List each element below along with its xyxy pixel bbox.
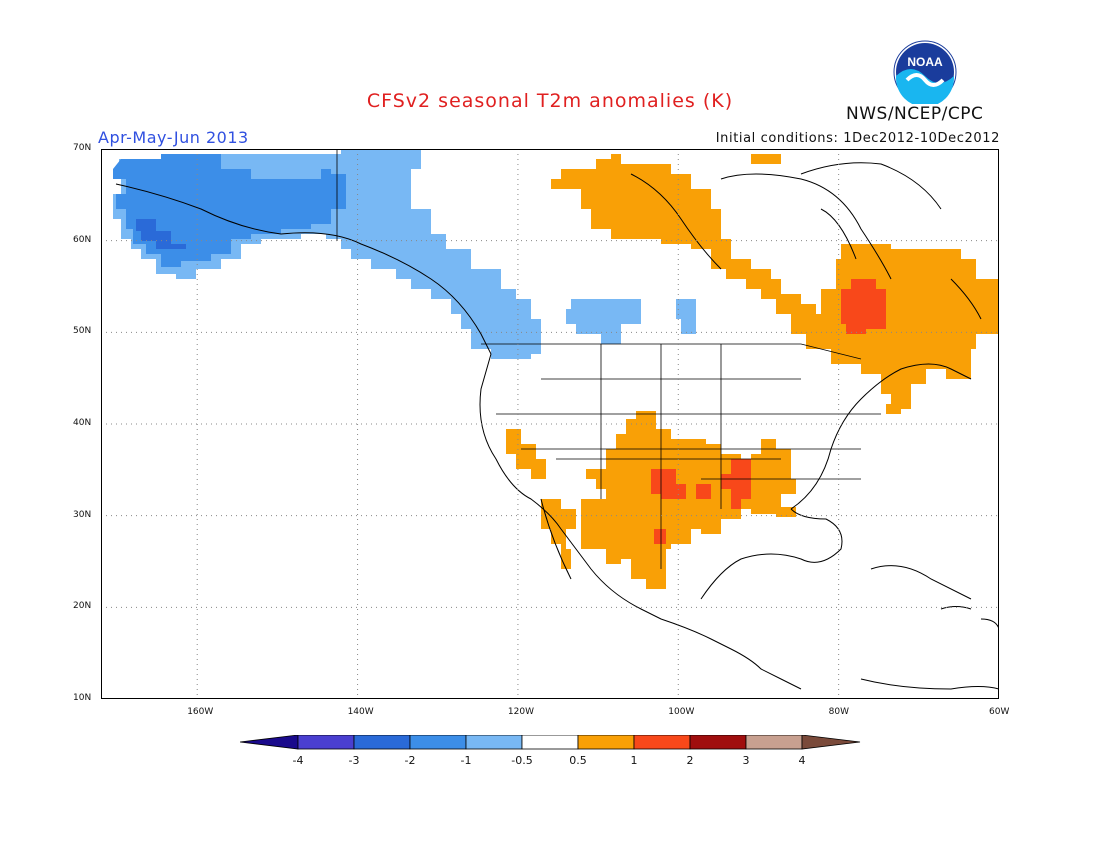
canada-west-anomaly xyxy=(566,299,641,344)
greenland-edge-anomaly xyxy=(751,154,781,164)
texas-core-2 xyxy=(696,484,711,499)
lon-label: 60W xyxy=(989,707,1010,717)
colorbar-label: -1 xyxy=(461,754,472,767)
chart-title: CFSv2 seasonal T2m anomalies (K) xyxy=(366,90,734,112)
texas-oklahoma-core xyxy=(651,469,686,499)
initial-conditions: Initial conditions: 1Dec2012-10Dec2012 xyxy=(715,131,1000,146)
lon-label: 120W xyxy=(507,707,534,717)
baja-anomaly xyxy=(541,499,576,569)
lat-label: 40N xyxy=(73,418,92,428)
gridlines xyxy=(101,149,999,699)
lon-label: 140W xyxy=(347,707,374,717)
southeast-us-anomaly xyxy=(751,439,796,514)
colorbar-cell xyxy=(577,735,635,750)
colorbar-cell xyxy=(633,735,691,750)
alaska-anomaly-mid xyxy=(113,154,346,267)
lon-label: 160W xyxy=(187,707,214,717)
eastern-canada-anomaly xyxy=(791,244,999,409)
coastlines xyxy=(115,162,999,690)
colorbar-label: -0.5 xyxy=(511,754,532,767)
colorbar-cell xyxy=(521,735,579,750)
colorbar-label: 1 xyxy=(631,754,638,767)
southwest-us-anomaly xyxy=(506,429,546,479)
political-borders xyxy=(336,149,881,569)
colorbar-label: 0.5 xyxy=(569,754,587,767)
colorbar-label: 4 xyxy=(799,754,806,767)
lon-label: 80W xyxy=(828,707,849,717)
colorbar-label: -3 xyxy=(349,754,360,767)
colorbar-label: -4 xyxy=(293,754,304,767)
colorbar-legend: -4 -3 -2 -1 -0.5 0.5 1 2 3 4 xyxy=(240,735,861,767)
lat-label: 70N xyxy=(73,143,92,153)
noaa-logo-text: NOAA xyxy=(907,55,943,69)
colorbar-cell xyxy=(465,735,523,750)
colorbar-cell xyxy=(689,735,747,750)
northern-canada-anomaly xyxy=(551,154,816,334)
quebec-core-anomaly xyxy=(841,279,886,334)
colorbar-label: 3 xyxy=(743,754,750,767)
colorbar-cell xyxy=(801,735,861,750)
lat-label: 30N xyxy=(73,509,92,520)
colorbar-cell xyxy=(745,735,803,750)
agency-label: NWS/NCEP/CPC xyxy=(846,104,984,124)
anomaly-map xyxy=(101,149,999,699)
arkansas-core xyxy=(721,459,751,509)
sw-alaska-anomaly-dark xyxy=(136,219,186,249)
forecast-period: Apr-May-Jun 2013 xyxy=(98,128,249,147)
lat-label: 60N xyxy=(73,234,92,245)
mexico-west-anomaly xyxy=(581,529,621,564)
lon-label: 100W xyxy=(668,707,695,717)
colorbar-cell xyxy=(240,735,299,750)
texas-core-3 xyxy=(654,529,666,544)
lat-label: 10N xyxy=(73,693,92,703)
canada-west-anomaly-2 xyxy=(676,299,696,334)
colorbar-label: 2 xyxy=(687,754,694,767)
lat-label: 20N xyxy=(73,601,92,612)
south-central-us-anomaly xyxy=(581,411,751,589)
lat-label: 50N xyxy=(73,326,92,337)
noaa-logo: NOAA xyxy=(893,40,957,104)
colorbar-cell xyxy=(297,735,355,750)
colorbar-cell xyxy=(353,735,411,750)
east-coast-anomaly xyxy=(886,394,911,414)
colorbar-label: -2 xyxy=(405,754,416,767)
colorbar-cell xyxy=(409,735,467,750)
